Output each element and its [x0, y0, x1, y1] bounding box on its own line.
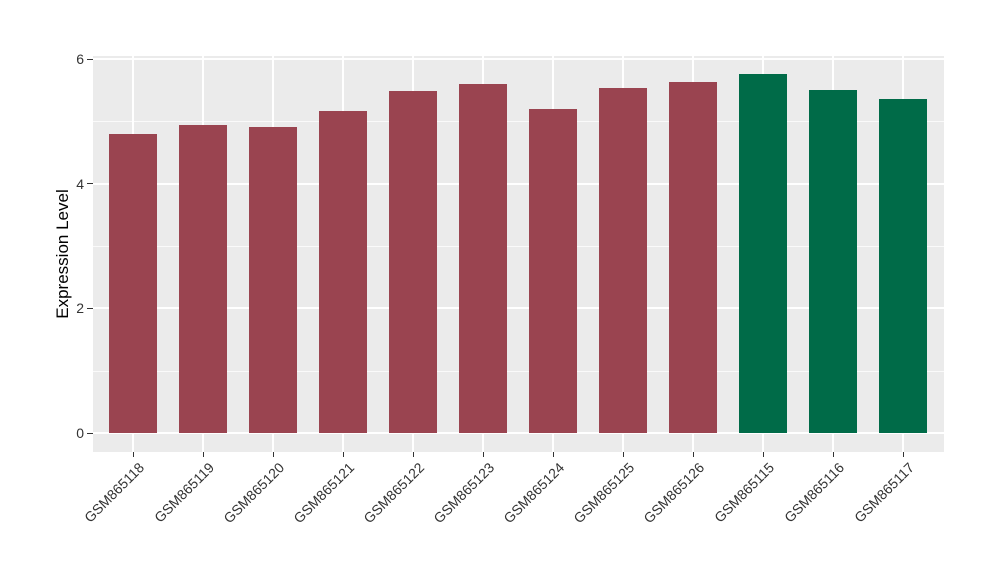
x-tick-label-text: GSM865120: [220, 459, 288, 527]
x-tick-mark: [833, 452, 834, 457]
y-tick-label: 2: [76, 300, 84, 317]
x-tick-mark: [133, 452, 134, 457]
x-tick-mark: [903, 452, 904, 457]
x-tick-mark: [203, 452, 204, 457]
x-tick-mark: [693, 452, 694, 457]
bar-GSM865126: [669, 82, 717, 433]
bar-GSM865123: [459, 84, 507, 433]
x-tick-mark: [553, 452, 554, 457]
major-gridline: [93, 58, 944, 60]
bar-GSM865116: [809, 90, 857, 433]
y-tick-label: 4: [76, 175, 84, 192]
bar-GSM865122: [389, 91, 437, 433]
x-tick-label-text: GSM865119: [151, 459, 218, 526]
y-tick-mark: [87, 308, 93, 309]
minor-gridline: [93, 121, 944, 122]
major-gridline: [93, 307, 944, 309]
bar-GSM865118: [109, 134, 157, 433]
bar-GSM865115: [739, 74, 787, 433]
y-tick-mark: [87, 183, 93, 184]
x-tick-mark: [623, 452, 624, 457]
bar-GSM865125: [599, 88, 647, 433]
x-tick-label-text: GSM865117: [851, 459, 918, 526]
x-tick-mark: [413, 452, 414, 457]
bar-GSM865119: [179, 125, 227, 433]
x-tick-label-text: GSM865115: [711, 459, 778, 526]
bar-GSM865120: [249, 127, 297, 433]
x-tick-label-text: GSM865122: [360, 459, 428, 527]
bar-GSM865117: [879, 99, 927, 433]
minor-gridline: [93, 371, 944, 372]
x-tick-mark: [343, 452, 344, 457]
y-tick-mark: [87, 433, 93, 434]
plot-panel: [93, 56, 944, 452]
x-tick-label-text: GSM865118: [81, 459, 148, 526]
x-tick-label-text: GSM865116: [781, 459, 848, 526]
x-tick-mark: [273, 452, 274, 457]
y-tick-mark: [87, 59, 93, 60]
x-tick-label-text: GSM865126: [640, 459, 708, 527]
minor-gridline: [93, 246, 944, 247]
x-tick-mark: [483, 452, 484, 457]
x-tick-mark: [763, 452, 764, 457]
x-tick-label-text: GSM865123: [430, 459, 498, 527]
bar-GSM865124: [529, 109, 577, 433]
y-tick-label: 6: [76, 51, 84, 68]
x-tick-label-text: GSM865125: [570, 459, 638, 527]
major-gridline: [93, 432, 944, 434]
y-axis-title: Expression Level: [53, 189, 72, 319]
x-tick-label-text: GSM865124: [500, 459, 568, 527]
bar-GSM865121: [319, 111, 367, 433]
y-tick-label: 0: [76, 425, 84, 441]
major-gridline: [93, 183, 944, 185]
x-tick-label-text: GSM865121: [290, 459, 358, 527]
